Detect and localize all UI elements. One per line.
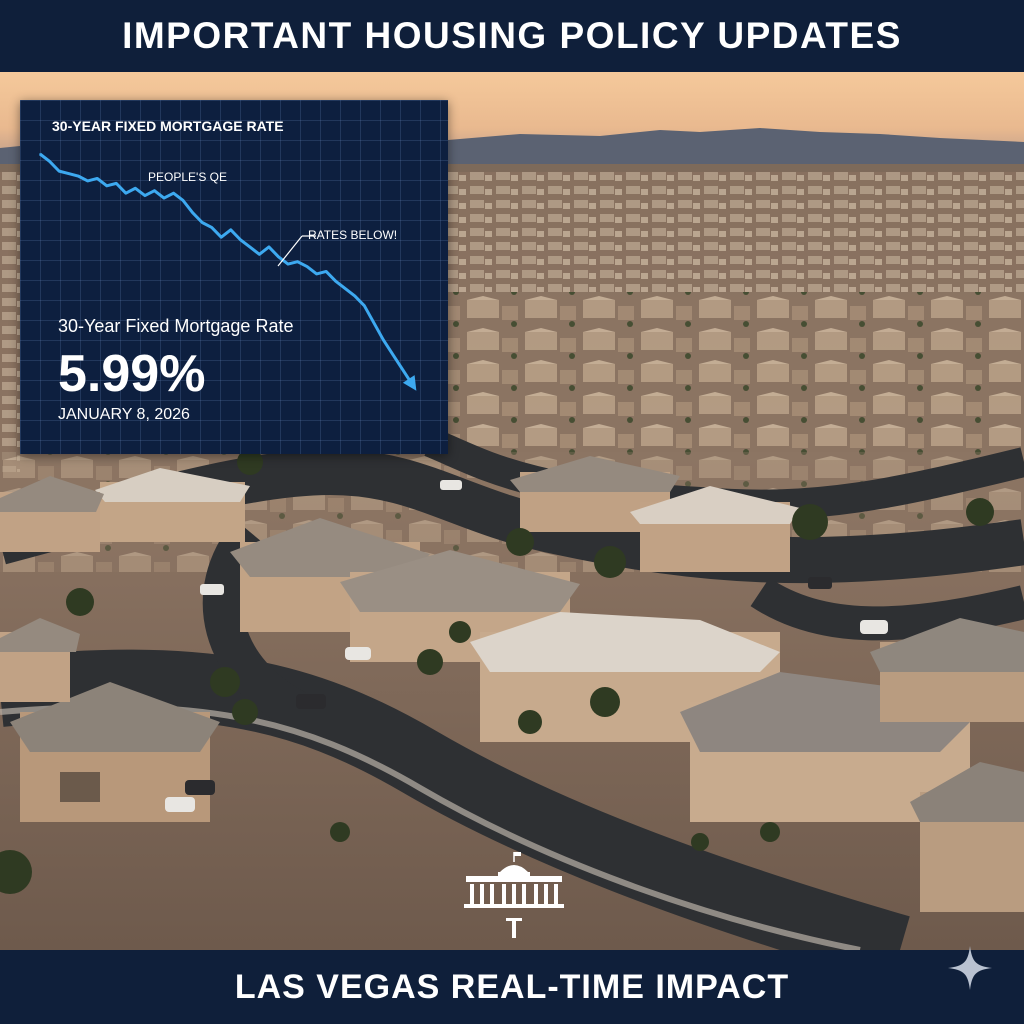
rate-point-19	[220, 236, 223, 238]
top-banner: IMPORTANT HOUSING POLICY UPDATES	[0, 0, 1024, 72]
rate-point-25	[277, 255, 280, 258]
rate-point-29	[315, 273, 318, 275]
rate-point-36	[382, 339, 385, 341]
rate-point-13	[163, 197, 165, 199]
annotation-leader-line	[277, 235, 303, 267]
rate-point-2	[58, 170, 60, 172]
rate-point-4	[77, 175, 79, 177]
mortgage-rate-chart	[39, 152, 417, 391]
rate-point-1	[48, 160, 51, 163]
rate-point-18	[210, 226, 213, 229]
rate-point-33	[353, 295, 356, 297]
rate-label: 30-Year Fixed Mortgage Rate	[58, 316, 294, 336]
rate-point-3	[67, 172, 70, 175]
rate-point-12	[153, 189, 156, 192]
rate-point-22	[249, 246, 251, 248]
rate-series	[39, 152, 417, 391]
mortgage-rate-chart-card: 30-YEAR FIXED MORTGAGE RATE PEOPLE'S QE …	[20, 100, 448, 454]
rate-point-35	[373, 322, 375, 324]
rate-point-30	[325, 270, 327, 273]
rate-point-34	[363, 304, 366, 307]
annotation-peoples-qe: PEOPLE'S QE	[148, 170, 227, 184]
chart-title: 30-YEAR FIXED MORTGAGE RATE	[52, 118, 284, 134]
rate-point-11	[144, 194, 146, 197]
rate-point-10	[134, 187, 137, 190]
rate-value: 5.99%	[58, 345, 206, 403]
rate-point-24	[268, 246, 270, 248]
mountains	[448, 128, 1024, 168]
rate-point-31	[334, 280, 337, 283]
sparkle-icon	[948, 946, 992, 990]
rate-point-28	[306, 265, 308, 268]
rate-point-9	[125, 192, 127, 194]
rate-arrowhead	[402, 375, 417, 391]
rate-point-26	[287, 263, 289, 265]
rate-point-0	[39, 153, 41, 155]
rate-point-17	[201, 221, 203, 224]
rate-date: JANUARY 8, 2026	[58, 406, 190, 423]
rate-point-8	[115, 182, 118, 185]
annotation-rates-below: RATES BELOW!	[308, 228, 398, 242]
rate-point-20	[229, 229, 232, 231]
rate-line	[39, 152, 414, 385]
rate-point-6	[96, 177, 99, 180]
rate-point-5	[86, 180, 89, 182]
bottom-banner: LAS VEGAS REAL-TIME IMPACT	[0, 950, 1024, 1024]
rate-point-7	[105, 185, 108, 187]
rate-point-14	[172, 192, 175, 194]
rate-point-37	[392, 353, 394, 356]
page-title: IMPORTANT HOUSING POLICY UPDATES	[122, 15, 902, 56]
rate-point-16	[191, 211, 194, 214]
rate-point-38	[401, 368, 404, 371]
rate-point-23	[258, 253, 261, 256]
rate-point-15	[182, 199, 184, 202]
rate-point-27	[296, 260, 299, 263]
white-house-icon	[464, 852, 564, 938]
rate-point-32	[344, 287, 347, 290]
rate-point-21	[239, 238, 242, 241]
footer-title: LAS VEGAS REAL-TIME IMPACT	[234, 967, 790, 1006]
